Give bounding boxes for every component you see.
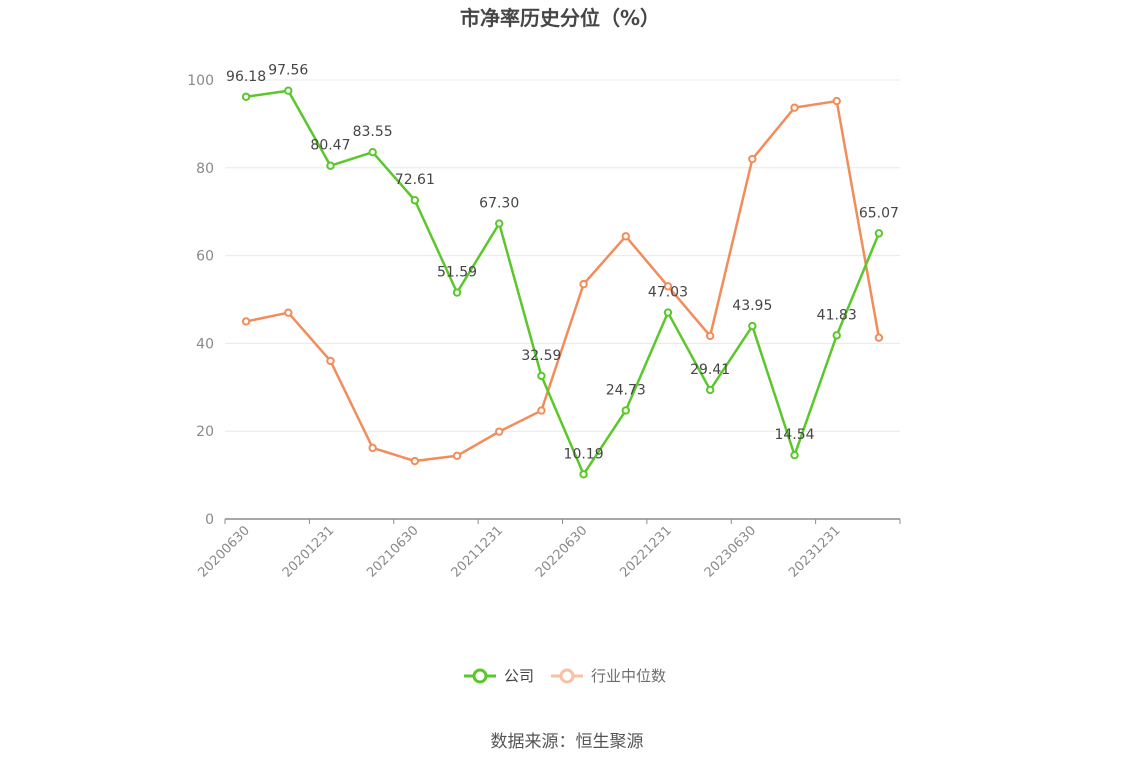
data-point[interactable]	[621, 232, 630, 241]
y-tick-label: 0	[205, 512, 214, 528]
x-tick-label: 20220630	[533, 523, 590, 580]
plot-area	[241, 86, 884, 479]
data-label: 14.54	[774, 427, 814, 443]
data-point[interactable]	[579, 470, 588, 479]
data-label: 51.59	[437, 265, 477, 281]
data-point[interactable]	[705, 331, 715, 341]
data-label: 83.55	[353, 124, 393, 140]
y-tick-label: 100	[187, 73, 214, 89]
legend-marker-industry	[559, 668, 575, 684]
data-point[interactable]	[874, 229, 884, 238]
data-point[interactable]	[874, 333, 884, 342]
data-point[interactable]	[663, 282, 673, 291]
data-label: 96.18	[226, 69, 266, 85]
data-point[interactable]	[537, 371, 546, 381]
data-point[interactable]	[368, 148, 377, 157]
data-point[interactable]	[284, 308, 293, 317]
data-label: 24.73	[606, 382, 646, 398]
x-tick-label: 20231231	[786, 523, 843, 580]
legend-item-company[interactable]: 公司	[464, 667, 534, 685]
data-label: 97.56	[268, 63, 308, 79]
data-point[interactable]	[241, 317, 251, 326]
data-label: 10.19	[564, 446, 604, 462]
x-tick-label: 20221231	[617, 523, 674, 580]
data-point[interactable]	[663, 308, 673, 317]
y-tick-label: 20	[196, 424, 214, 440]
series-line-company	[245, 89, 881, 476]
data-label: 67.30	[479, 196, 519, 212]
series-line-industry	[245, 99, 881, 463]
grid	[225, 79, 900, 432]
x-tick-label: 20201231	[280, 523, 337, 580]
y-tick-label: 80	[196, 161, 214, 177]
data-point[interactable]	[790, 103, 799, 112]
data-point[interactable]	[579, 279, 588, 289]
legend-item-industry[interactable]: 行业中位数	[551, 667, 666, 685]
data-label: 72.61	[395, 172, 435, 188]
data-point[interactable]	[368, 443, 377, 453]
data-point[interactable]	[832, 96, 841, 106]
data-point[interactable]	[748, 154, 757, 164]
data-point[interactable]	[537, 406, 546, 415]
data-point[interactable]	[790, 450, 799, 460]
legend-marker-company	[472, 668, 488, 684]
data-point[interactable]	[284, 86, 293, 95]
data-label: 32.59	[521, 348, 561, 364]
data-label: 47.03	[648, 285, 688, 301]
data-point[interactable]	[495, 427, 504, 436]
source-note: 数据来源：恒生聚源	[491, 732, 644, 752]
legend-label-industry: 行业中位数	[591, 667, 666, 685]
legend-label-company: 公司	[504, 667, 534, 685]
x-axis: 20200630 20201231 20210630 20211231 20220630…	[196, 518, 901, 581]
data-point[interactable]	[452, 288, 462, 297]
x-tick-label: 20210630	[364, 523, 421, 580]
chart-title: 市净率历史分位（%）	[460, 6, 660, 30]
data-point[interactable]	[495, 219, 504, 228]
data-point[interactable]	[748, 321, 757, 331]
data-point[interactable]	[326, 161, 335, 170]
data-point[interactable]	[410, 196, 420, 205]
data-point[interactable]	[832, 331, 841, 340]
legend: 公司 行业中位数	[464, 667, 666, 685]
data-point[interactable]	[241, 92, 251, 101]
y-tick-label: 40	[196, 336, 214, 352]
x-tick-label: 20200630	[196, 523, 253, 580]
data-point[interactable]	[705, 385, 715, 395]
data-point[interactable]	[410, 456, 420, 466]
data-label: 41.83	[817, 307, 857, 323]
x-tick-label: 20230630	[702, 523, 759, 580]
data-label: 43.95	[732, 298, 772, 314]
x-tick-label: 20211231	[449, 523, 506, 580]
data-label: 29.41	[690, 362, 730, 378]
y-axis: 0 20 40 60 80 100	[187, 73, 214, 528]
y-tick-label: 60	[196, 249, 214, 265]
data-point[interactable]	[326, 356, 335, 366]
data-label: 65.07	[859, 205, 899, 221]
data-label: 80.47	[310, 138, 350, 154]
data-point[interactable]	[452, 451, 462, 460]
data-point[interactable]	[621, 406, 630, 415]
